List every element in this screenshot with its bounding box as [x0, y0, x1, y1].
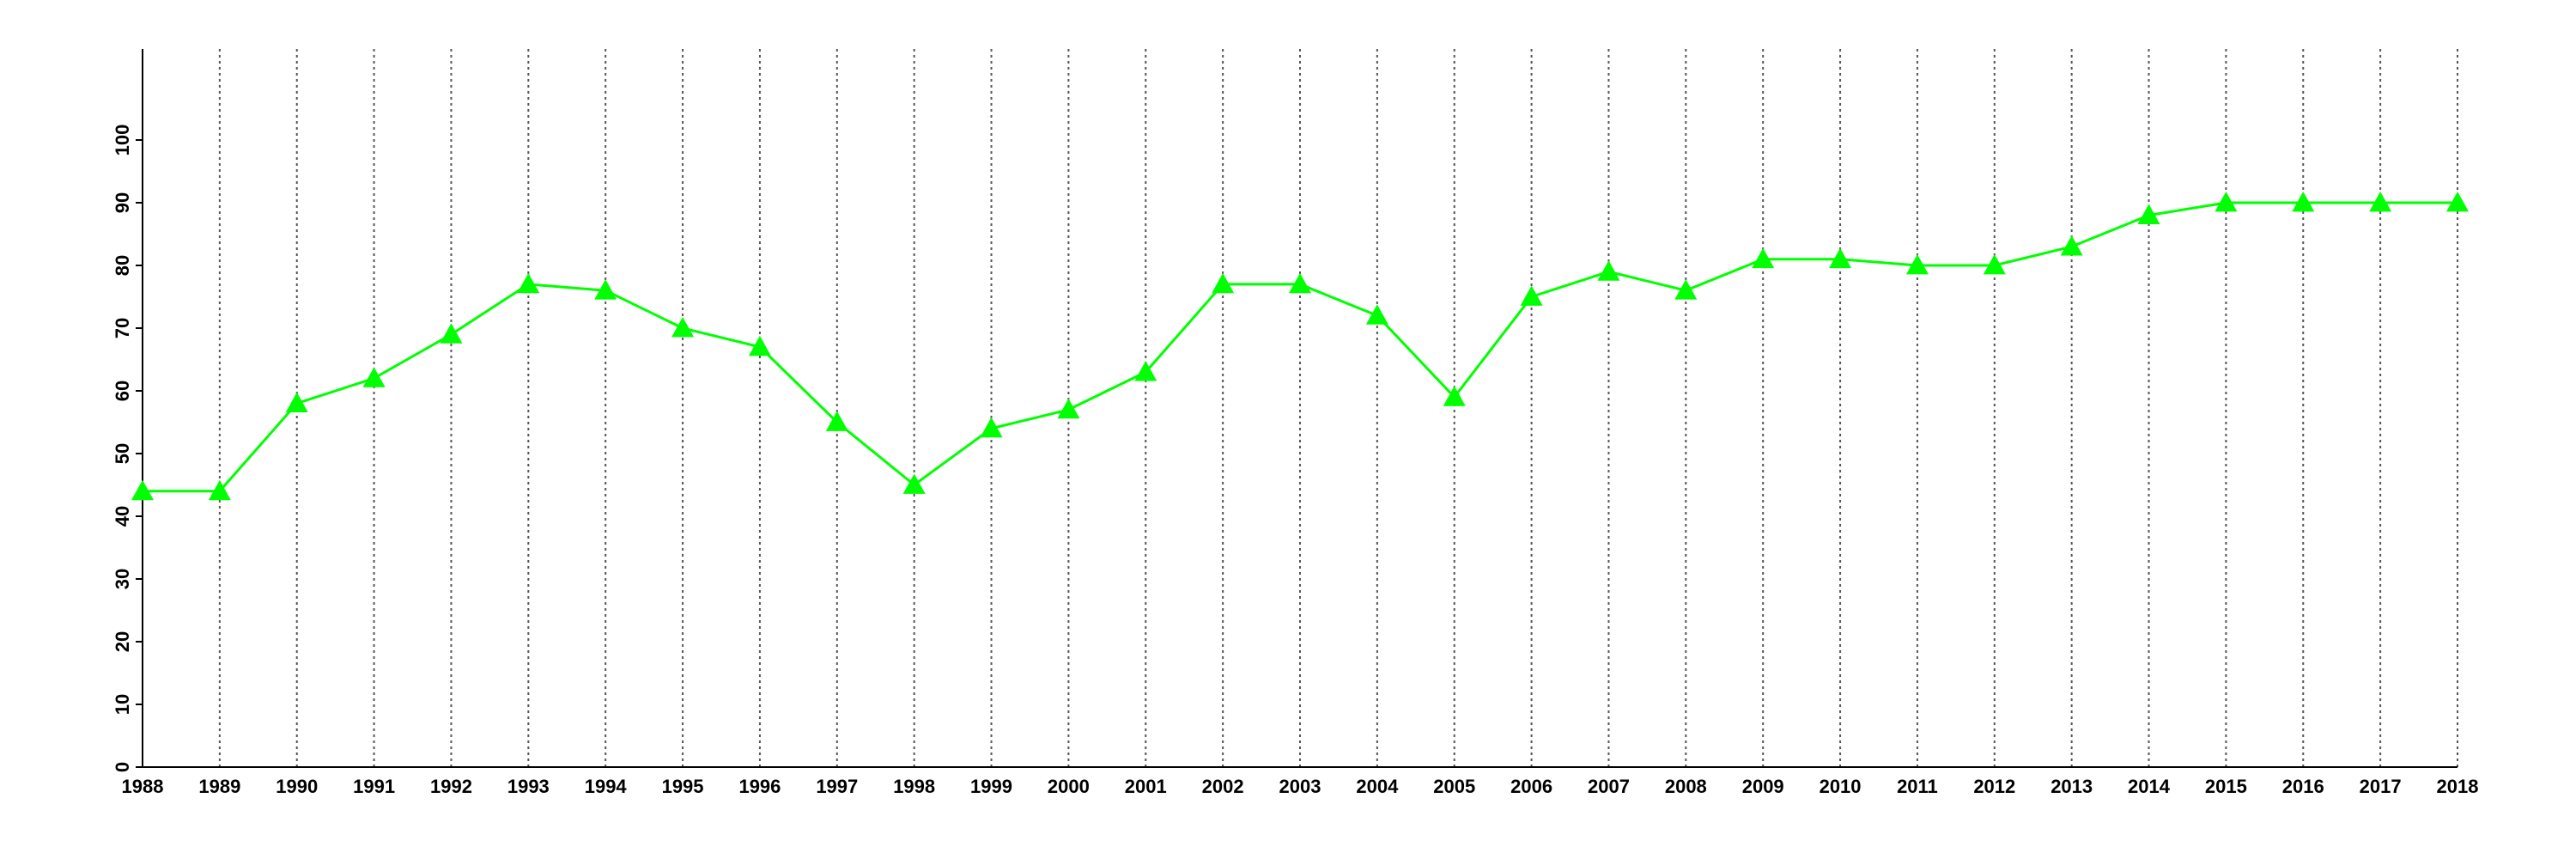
- x-tick-label: 1991: [353, 776, 395, 797]
- y-tick-label: 90: [112, 192, 133, 213]
- marker: [2292, 192, 2315, 212]
- marker: [1212, 272, 1235, 294]
- x-tick-label: 2006: [1510, 776, 1552, 797]
- marker: [131, 479, 154, 501]
- marker: [2369, 192, 2392, 212]
- x-tick-label: 2018: [2437, 776, 2479, 797]
- y-tick-label: 40: [112, 506, 133, 527]
- x-tick-label: 2011: [1897, 776, 1938, 797]
- marker: [594, 279, 617, 300]
- y-tick-label: 70: [112, 318, 133, 338]
- marker: [1134, 361, 1157, 381]
- x-tick-label: 2009: [1742, 776, 1784, 797]
- marker: [748, 335, 771, 356]
- marker: [1752, 247, 1775, 269]
- x-tick-label: 2000: [1048, 776, 1090, 797]
- marker: [825, 411, 848, 431]
- x-tick-label: 1998: [893, 776, 935, 797]
- x-tick-label: 2007: [1588, 776, 1630, 797]
- marker: [671, 317, 695, 338]
- x-tick-label: 2008: [1665, 776, 1707, 797]
- marker: [362, 367, 386, 387]
- x-tick-label: 2005: [1433, 776, 1475, 797]
- y-tick-label: 10: [112, 694, 133, 715]
- marker: [1443, 386, 1466, 406]
- x-tick-label: 1990: [276, 776, 318, 797]
- marker: [1905, 254, 1929, 275]
- y-tick-label: 30: [112, 569, 133, 589]
- marker: [1289, 272, 1311, 294]
- x-tick-label: 1988: [122, 776, 164, 797]
- marker: [2215, 192, 2238, 212]
- marker: [902, 473, 926, 494]
- marker: [1829, 247, 1852, 269]
- x-tick-label: 1996: [738, 776, 781, 797]
- x-tick-label: 2013: [2050, 776, 2093, 797]
- x-tick-label: 2003: [1279, 776, 1321, 797]
- marker: [1983, 254, 2006, 275]
- x-tick-label: 1997: [816, 776, 858, 797]
- marker: [285, 392, 308, 412]
- x-tick-label: 2017: [2360, 776, 2402, 797]
- x-tick-label: 2016: [2282, 776, 2324, 797]
- x-tick-label: 1989: [198, 776, 240, 797]
- y-tick-label: 0: [112, 762, 133, 772]
- y-tick-label: 100: [112, 125, 133, 156]
- x-tick-label: 1993: [507, 776, 550, 797]
- marker: [1520, 285, 1543, 306]
- x-tick-label: 1992: [430, 776, 472, 797]
- x-tick-label: 1999: [970, 776, 1012, 797]
- marker: [980, 417, 1003, 438]
- marker: [517, 272, 540, 294]
- y-tick-label: 50: [112, 443, 133, 464]
- y-tick-label: 20: [112, 631, 133, 652]
- marker: [1365, 304, 1388, 325]
- marker: [1597, 260, 1620, 281]
- y-tick-label: 80: [112, 255, 133, 276]
- x-tick-label: 2012: [1973, 776, 2015, 797]
- marker: [440, 323, 463, 344]
- x-tick-label: 2004: [1356, 776, 1399, 797]
- x-tick-label: 2014: [2128, 776, 2171, 797]
- x-tick-label: 2010: [1820, 776, 1862, 797]
- x-tick-label: 2002: [1202, 776, 1244, 797]
- y-tick-label: 60: [112, 381, 133, 401]
- marker: [1674, 279, 1698, 300]
- marker: [1057, 398, 1080, 419]
- x-tick-label: 2015: [2205, 776, 2247, 797]
- marker: [208, 479, 231, 501]
- marker: [2137, 204, 2160, 224]
- marker: [2060, 235, 2083, 256]
- x-tick-label: 1995: [662, 776, 704, 797]
- marker: [2446, 192, 2469, 212]
- x-tick-label: 1994: [585, 776, 628, 797]
- x-tick-label: 2001: [1125, 776, 1167, 797]
